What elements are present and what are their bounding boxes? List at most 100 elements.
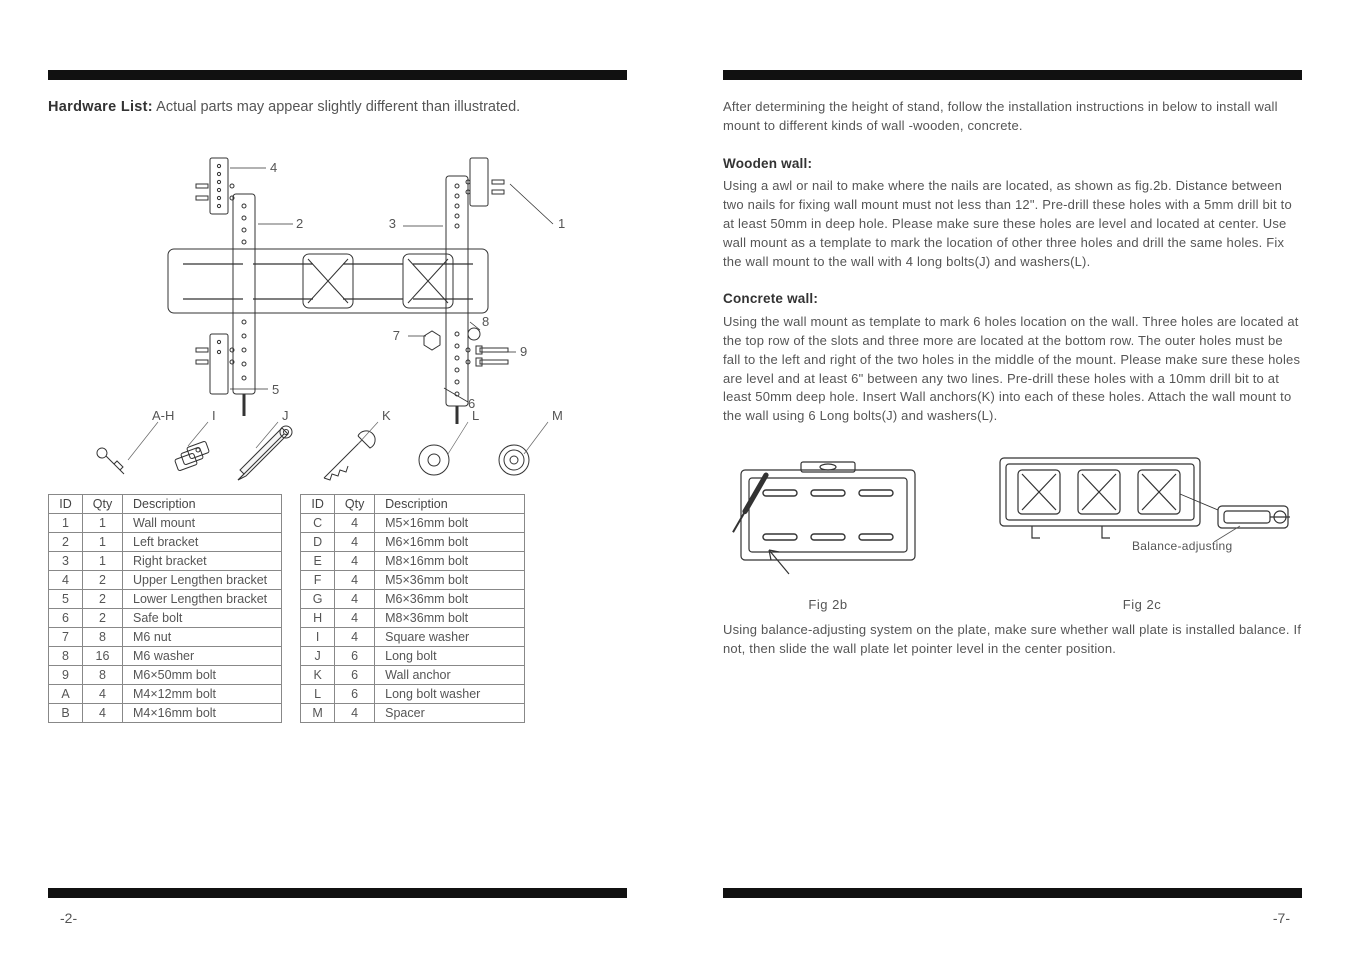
cell-desc: M8×16mm bolt [375, 551, 525, 570]
table-row: 42Upper Lengthen bracket [49, 570, 282, 589]
balance-instructions: Using balance-adjusting system on the pl… [723, 621, 1302, 659]
table-row: L6Long bolt washer [301, 684, 525, 703]
table-row: M4Spacer [301, 703, 525, 722]
cell-desc: Safe bolt [123, 608, 282, 627]
mount-diagram-svg: 1 2 3 4 5 6 7 8 9 [48, 124, 608, 484]
table-row: H4M8×36mm bolt [301, 608, 525, 627]
cell-qty: 6 [335, 665, 375, 684]
cell-id: D [301, 532, 335, 551]
cell-id: G [301, 589, 335, 608]
wooden-wall-paragraph: Using a awl or nail to make where the na… [723, 177, 1302, 271]
table-row: G4M6×36mm bolt [301, 589, 525, 608]
col-id: ID [49, 494, 83, 513]
fig-2b-caption: Fig 2b [723, 596, 933, 615]
table-row: J6Long bolt [301, 646, 525, 665]
cell-desc: M6 washer [123, 646, 282, 665]
cell-qty: 4 [335, 589, 375, 608]
cell-id: A [49, 684, 83, 703]
washer-stack-icon [175, 441, 210, 471]
table-row: 21Left bracket [49, 532, 282, 551]
wooden-wall-heading: Wooden wall: [723, 154, 1302, 174]
table-row: F4M5×36mm bolt [301, 570, 525, 589]
table-row: C4M5×16mm bolt [301, 513, 525, 532]
cell-qty: 6 [335, 646, 375, 665]
page-number: -2- [60, 910, 77, 926]
cell-desc: M8×36mm bolt [375, 608, 525, 627]
table-row: 11Wall mount [49, 513, 282, 532]
cell-qty: 4 [83, 684, 123, 703]
cell-qty: 4 [83, 703, 123, 722]
diagram-label-7: 7 [393, 328, 400, 343]
left-page: Hardware List: Actual parts may appear s… [0, 0, 675, 954]
cell-desc: Long bolt washer [375, 684, 525, 703]
table-row: D4M6×16mm bolt [301, 532, 525, 551]
cell-qty: 16 [83, 646, 123, 665]
cell-qty: 2 [83, 570, 123, 589]
hw-icon-label: J [282, 408, 289, 423]
cell-id: 1 [49, 513, 83, 532]
spacer-icon [499, 445, 529, 475]
cell-qty: 8 [83, 665, 123, 684]
diagram-label-1: 1 [558, 216, 565, 231]
cell-qty: 2 [83, 589, 123, 608]
cell-id: C [301, 513, 335, 532]
fig-2c-caption: Fig 2c [982, 596, 1302, 615]
table-row: I4Square washer [301, 627, 525, 646]
fig-2b-svg [723, 440, 933, 590]
table-row: 816M6 washer [49, 646, 282, 665]
diagram-label-4: 4 [270, 160, 277, 175]
right-page: After determining the height of stand, f… [675, 0, 1350, 954]
cell-desc: Long bolt [375, 646, 525, 665]
cell-desc: Wall mount [123, 513, 282, 532]
cell-desc: Wall anchor [375, 665, 525, 684]
page-number: -7- [1273, 910, 1290, 926]
cell-qty: 4 [335, 513, 375, 532]
bottom-rule [48, 888, 627, 898]
hw-icon-label: M [552, 408, 563, 423]
cell-qty: 1 [83, 532, 123, 551]
intro-paragraph: After determining the height of stand, f… [723, 98, 1302, 136]
top-rule [48, 70, 627, 80]
diagram-label-5: 5 [272, 382, 279, 397]
table-row: B4M4×16mm bolt [49, 703, 282, 722]
flat-washer-icon [419, 445, 449, 475]
cell-desc: Square washer [375, 627, 525, 646]
cell-desc: M4×12mm bolt [123, 684, 282, 703]
short-bolt-icon [97, 448, 124, 484]
col-id: ID [301, 494, 335, 513]
col-desc: Description [375, 494, 525, 513]
fig-2c: Balance-adjusting Fig 2c [982, 440, 1302, 615]
hw-icon-label: L [472, 408, 479, 423]
long-bolt-icon [238, 426, 292, 480]
cell-id: L [301, 684, 335, 703]
table-row: 52Lower Lengthen bracket [49, 589, 282, 608]
hw-icon-label: K [382, 408, 391, 423]
hardware-list-title: Hardware List: [48, 99, 153, 115]
cell-desc: Upper Lengthen bracket [123, 570, 282, 589]
cell-desc: M6×36mm bolt [375, 589, 525, 608]
cell-id: B [49, 703, 83, 722]
hardware-list-heading: Hardware List: Actual parts may appear s… [48, 98, 627, 118]
cell-id: 7 [49, 627, 83, 646]
instructions-body: After determining the height of stand, f… [723, 98, 1302, 659]
fig-2c-svg: Balance-adjusting [982, 440, 1302, 590]
cell-id: 8 [49, 646, 83, 665]
col-desc: Description [123, 494, 282, 513]
balance-adjusting-label: Balance-adjusting [1132, 539, 1233, 553]
table-row: E4M8×16mm bolt [301, 551, 525, 570]
figures-row: Fig 2b [723, 440, 1302, 615]
diagram-label-9: 9 [520, 344, 527, 359]
cell-id: E [301, 551, 335, 570]
bottom-rule [723, 888, 1302, 898]
cell-id: 2 [49, 532, 83, 551]
cell-id: 3 [49, 551, 83, 570]
anchor-icon [324, 430, 375, 479]
cell-desc: M6×16mm bolt [375, 532, 525, 551]
diagram-label-2: 2 [296, 216, 303, 231]
cell-qty: 2 [83, 608, 123, 627]
table-row: A4M4×12mm bolt [49, 684, 282, 703]
cell-id: 4 [49, 570, 83, 589]
cell-id: 6 [49, 608, 83, 627]
cell-qty: 1 [83, 551, 123, 570]
cell-id: J [301, 646, 335, 665]
